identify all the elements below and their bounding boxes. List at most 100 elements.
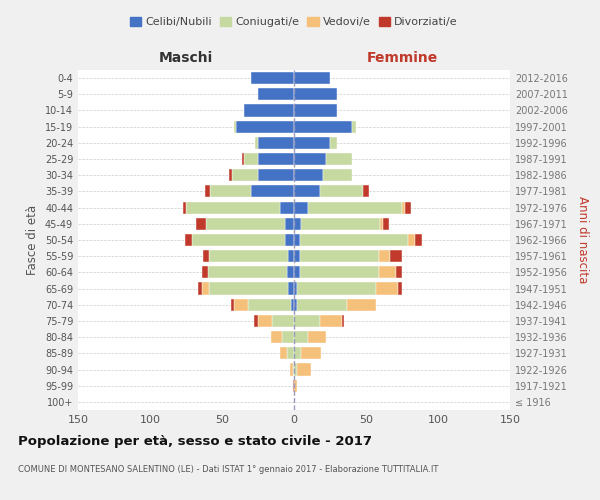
Bar xyxy=(288,250,294,262)
Bar xyxy=(402,202,405,213)
Bar xyxy=(294,282,297,294)
Text: Femmine: Femmine xyxy=(367,51,437,65)
Bar xyxy=(255,137,258,149)
Bar xyxy=(258,169,294,181)
Bar xyxy=(363,186,369,198)
Bar xyxy=(233,298,248,311)
Bar xyxy=(258,88,294,101)
Bar xyxy=(300,266,379,278)
Bar xyxy=(196,218,206,230)
Bar xyxy=(297,298,347,311)
Bar xyxy=(391,250,402,262)
Bar xyxy=(248,298,291,311)
Bar xyxy=(205,186,211,198)
Bar xyxy=(380,218,383,230)
Bar xyxy=(294,364,297,376)
Bar xyxy=(301,218,380,230)
Bar xyxy=(294,169,323,181)
Bar xyxy=(408,234,415,246)
Bar xyxy=(320,315,341,327)
Bar xyxy=(209,282,288,294)
Text: COMUNE DI MONTESANO SALENTINO (LE) - Dati ISTAT 1° gennaio 2017 - Elaborazione T: COMUNE DI MONTESANO SALENTINO (LE) - Dat… xyxy=(18,465,439,474)
Bar xyxy=(294,250,300,262)
Bar xyxy=(291,298,294,311)
Bar xyxy=(297,282,376,294)
Text: Maschi: Maschi xyxy=(159,51,213,65)
Bar xyxy=(272,315,294,327)
Bar xyxy=(208,266,287,278)
Bar xyxy=(242,153,244,165)
Bar xyxy=(396,266,402,278)
Bar xyxy=(294,234,300,246)
Bar xyxy=(280,348,287,360)
Bar xyxy=(405,202,410,213)
Legend: Celibi/Nubili, Coniugati/e, Vedovi/e, Divorziati/e: Celibi/Nubili, Coniugati/e, Vedovi/e, Di… xyxy=(128,14,460,29)
Y-axis label: Fasce di età: Fasce di età xyxy=(26,205,39,275)
Bar xyxy=(290,364,293,376)
Bar xyxy=(297,364,311,376)
Bar xyxy=(185,234,192,246)
Bar xyxy=(330,137,337,149)
Bar xyxy=(286,234,294,246)
Bar xyxy=(293,380,294,392)
Bar xyxy=(254,315,258,327)
Bar xyxy=(244,153,258,165)
Bar xyxy=(379,266,396,278)
Bar xyxy=(287,348,294,360)
Bar xyxy=(352,120,356,132)
Bar xyxy=(398,282,402,294)
Bar xyxy=(283,331,294,343)
Bar xyxy=(294,72,330,84)
Bar xyxy=(379,250,391,262)
Text: Popolazione per età, sesso e stato civile - 2017: Popolazione per età, sesso e stato civil… xyxy=(18,435,372,448)
Bar xyxy=(197,282,202,294)
Bar xyxy=(206,218,286,230)
Bar xyxy=(209,250,288,262)
Bar xyxy=(301,348,322,360)
Bar xyxy=(341,315,344,327)
Bar xyxy=(211,186,251,198)
Bar xyxy=(192,234,286,246)
Y-axis label: Anni di nascita: Anni di nascita xyxy=(576,196,589,284)
Bar xyxy=(347,298,376,311)
Bar xyxy=(383,218,389,230)
Bar xyxy=(232,169,258,181)
Bar xyxy=(244,104,294,117)
Bar xyxy=(294,315,320,327)
Bar xyxy=(288,282,294,294)
Bar xyxy=(294,153,326,165)
Bar xyxy=(294,348,301,360)
Bar xyxy=(294,120,352,132)
Bar xyxy=(287,266,294,278)
Bar xyxy=(294,380,297,392)
Bar xyxy=(308,331,326,343)
Bar xyxy=(308,202,402,213)
Bar xyxy=(236,120,294,132)
Bar xyxy=(300,250,379,262)
Bar xyxy=(251,186,294,198)
Bar xyxy=(233,120,236,132)
Bar xyxy=(258,137,294,149)
Bar xyxy=(293,364,294,376)
Bar xyxy=(186,202,280,213)
Bar xyxy=(326,153,352,165)
Bar xyxy=(415,234,422,246)
Bar xyxy=(294,266,300,278)
Bar xyxy=(294,186,320,198)
Bar xyxy=(300,234,408,246)
Bar xyxy=(376,282,398,294)
Bar xyxy=(251,72,294,84)
Bar xyxy=(203,250,209,262)
Bar xyxy=(294,137,330,149)
Bar xyxy=(202,266,208,278)
Bar xyxy=(258,153,294,165)
Bar xyxy=(294,104,337,117)
Bar xyxy=(294,331,308,343)
Bar xyxy=(294,298,297,311)
Bar xyxy=(229,169,232,181)
Bar xyxy=(294,202,308,213)
Bar xyxy=(271,331,283,343)
Bar xyxy=(286,218,294,230)
Bar xyxy=(280,202,294,213)
Bar xyxy=(323,169,352,181)
